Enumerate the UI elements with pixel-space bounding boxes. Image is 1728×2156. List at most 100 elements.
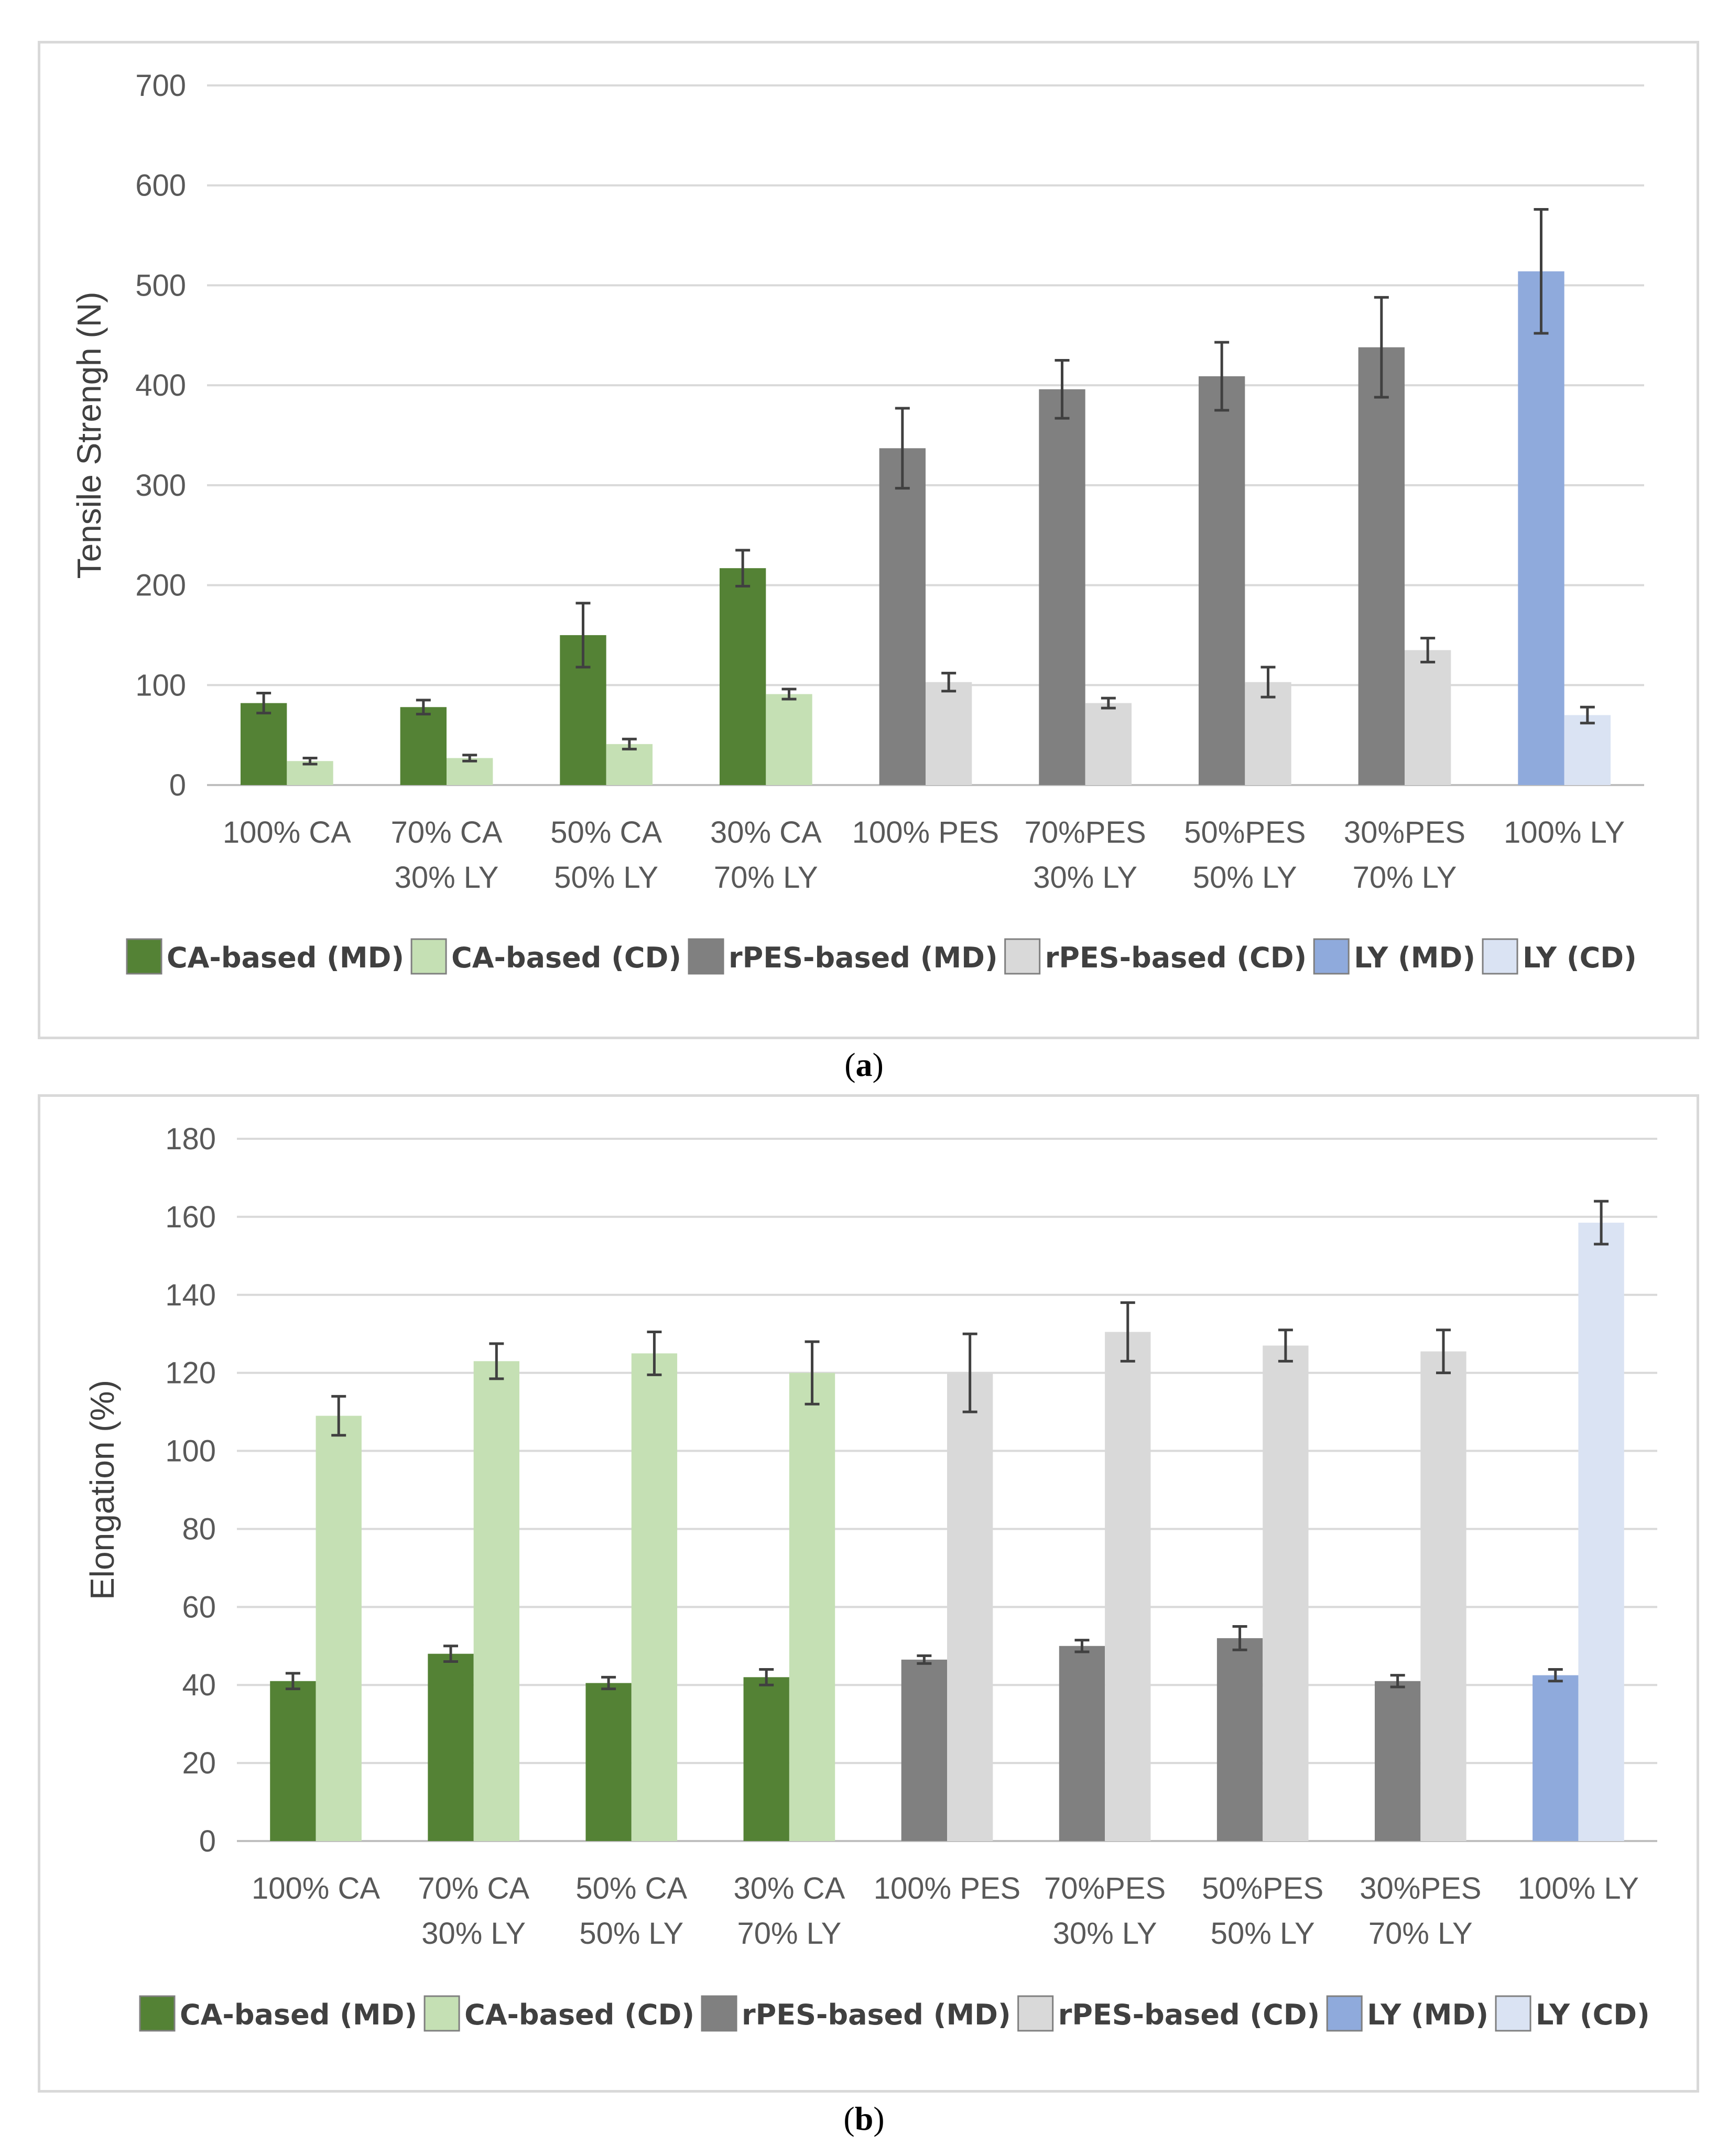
y-axis-title: Elongation (%) xyxy=(83,1380,121,1600)
caption-b-letter: b xyxy=(854,2100,874,2137)
x-tick-label: 50% LY xyxy=(554,861,658,895)
x-tick-label: 50% LY xyxy=(1211,1917,1315,1951)
bar xyxy=(1420,1351,1466,1841)
x-tick-label: 70% LY xyxy=(714,861,818,895)
x-tick-label: 50% CA xyxy=(575,1871,687,1905)
legend-swatch xyxy=(139,1995,176,2032)
bar xyxy=(1578,1223,1624,1841)
caption-a: (a) xyxy=(844,1046,884,1083)
bar xyxy=(606,744,653,785)
chart-b-svg: 0 20 40 60 80 100 120 140 160 180 Elongation (%) 10… xyxy=(83,1122,1657,2032)
bar xyxy=(585,1683,632,1841)
bar xyxy=(719,568,766,785)
legend-label: rPES-based (CD) xyxy=(1045,941,1307,974)
y-tick-label: 140 xyxy=(165,1278,216,1312)
bar xyxy=(428,1653,474,1841)
x-tick-label: 50% LY xyxy=(1193,861,1297,895)
x-tick-label: 30% LY xyxy=(1053,1917,1157,1951)
bar xyxy=(1105,1332,1151,1841)
x-tick-label: 70% LY xyxy=(1353,861,1457,895)
bar xyxy=(473,1361,519,1841)
y-tick-label: 120 xyxy=(165,1356,216,1390)
x-tick-label: 30%PES xyxy=(1360,1871,1481,1905)
caption-b: (b) xyxy=(843,2100,885,2137)
legend-swatch xyxy=(1482,938,1518,975)
legend-label: CA-based (CD) xyxy=(464,1998,694,2031)
x-tick-label: 50%PES xyxy=(1202,1871,1323,1905)
x-tick-label: 100% PES xyxy=(852,815,999,850)
x-tick-label: 30% LY xyxy=(1033,861,1137,895)
y-tick-label: 0 xyxy=(199,1824,216,1858)
x-tick-label: 100% CA xyxy=(223,815,351,850)
bar xyxy=(1216,1638,1263,1841)
legend-label: rPES-based (MD) xyxy=(729,941,998,974)
bar xyxy=(789,1373,835,1841)
bar xyxy=(1533,1675,1579,1841)
bar xyxy=(270,1681,316,1841)
x-tick-label: 70% LY xyxy=(737,1917,841,1951)
legend-label: rPES-based (MD) xyxy=(742,1998,1011,2031)
x-tick-label: 50% CA xyxy=(550,815,662,850)
legend-swatch xyxy=(701,1995,737,2032)
bar xyxy=(1085,703,1132,785)
bar xyxy=(879,448,926,785)
bar xyxy=(947,1373,993,1841)
chart-a-svg: 0 100 200 300 400 500 600 700 Tensile Strengh (N… xyxy=(70,69,1644,975)
bar xyxy=(1564,715,1611,785)
x-tick-label: 30% LY xyxy=(395,861,499,895)
bar xyxy=(901,1659,947,1841)
y-tick-label: 180 xyxy=(165,1122,216,1156)
bar xyxy=(631,1353,678,1841)
legend-swatch xyxy=(1017,1995,1054,2032)
x-tick-label: 70% CA xyxy=(391,815,503,850)
legend-swatch xyxy=(126,938,162,975)
bar xyxy=(1358,347,1405,785)
bar xyxy=(1059,1646,1105,1841)
y-tick-label: 20 xyxy=(182,1746,216,1780)
legend-swatch xyxy=(423,1995,460,2032)
y-tick-label: 100 xyxy=(165,1434,216,1468)
x-tick-label: 100% LY xyxy=(1504,815,1625,850)
y-tick-label: 200 xyxy=(135,569,186,603)
x-tick-label: 70% CA xyxy=(418,1871,529,1905)
y-tick-label: 300 xyxy=(135,469,186,503)
bar xyxy=(766,694,812,785)
y-tick-label: 60 xyxy=(182,1590,216,1624)
bar xyxy=(926,682,972,785)
y-tick-label: 0 xyxy=(169,768,186,802)
legend-label: rPES-based (CD) xyxy=(1058,1998,1320,2031)
legend-swatch xyxy=(1326,1995,1363,2032)
x-tick-label: 50% LY xyxy=(579,1917,683,1951)
y-axis-title: Tensile Strengh (N) xyxy=(70,292,108,579)
bar xyxy=(240,703,287,785)
bar xyxy=(1198,376,1245,785)
chart-panel-a: 0 100 200 300 400 500 600 700 Tensile Strengh (N… xyxy=(38,41,1699,1039)
y-tick-label: 600 xyxy=(135,169,186,203)
bar xyxy=(1405,650,1451,785)
caption-a-letter: a xyxy=(855,1046,873,1083)
bar xyxy=(743,1677,789,1841)
legend-swatch xyxy=(688,938,724,975)
x-tick-label: 50%PES xyxy=(1184,815,1306,850)
legend-label: LY (CD) xyxy=(1536,1998,1650,2031)
bar xyxy=(1375,1681,1421,1841)
y-tick-label: 40 xyxy=(182,1668,216,1702)
legend-swatch xyxy=(1495,1995,1531,2032)
y-tick-label: 80 xyxy=(182,1512,216,1546)
bar xyxy=(447,758,493,785)
x-tick-label: 100% PES xyxy=(874,1871,1021,1905)
x-tick-label: 70%PES xyxy=(1025,815,1146,850)
legend-label: LY (MD) xyxy=(1354,941,1475,974)
y-tick-label: 400 xyxy=(135,368,186,402)
y-tick-label: 700 xyxy=(135,69,186,103)
x-tick-label: 30%PES xyxy=(1344,815,1465,850)
bar xyxy=(1263,1345,1309,1841)
legend-swatch xyxy=(1004,938,1041,975)
x-tick-label: 30% CA xyxy=(733,1871,845,1905)
x-tick-label: 30% LY xyxy=(421,1917,526,1951)
y-tick-label: 500 xyxy=(135,268,186,302)
x-tick-label: 100% LY xyxy=(1518,1871,1639,1905)
x-tick-label: 100% CA xyxy=(252,1871,380,1905)
legend-label: LY (CD) xyxy=(1523,941,1637,974)
legend-swatch xyxy=(1313,938,1350,975)
